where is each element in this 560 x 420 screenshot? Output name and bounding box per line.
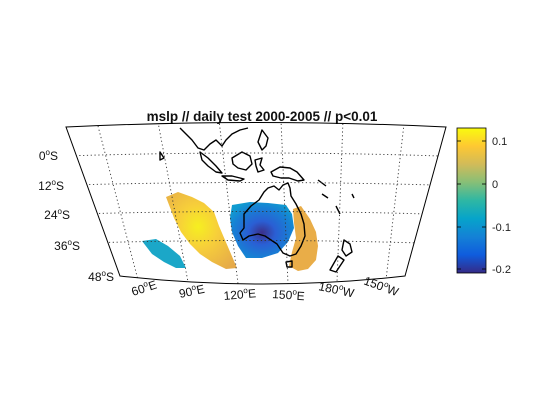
anomaly-patch-indian-ocean-positive xyxy=(166,192,237,269)
lon-label-120e: 120oE xyxy=(223,285,257,303)
coastline-sulawesi xyxy=(254,157,265,173)
lat-label-24s: 24oS xyxy=(44,207,70,222)
colorbar-tick-label: -0.2 xyxy=(492,264,511,276)
lon-label-150w: 150oW xyxy=(362,273,401,300)
colorbar-gradient xyxy=(456,127,487,274)
lat-label-0: 0oS xyxy=(39,148,58,163)
map-frame xyxy=(65,122,447,285)
coastline-java xyxy=(221,175,245,182)
meridian-180 xyxy=(336,122,344,283)
colorbar-tick-label: 0 xyxy=(492,179,498,191)
lat-label-48s: 48oS xyxy=(88,269,114,284)
lon-label-60e: 60oE xyxy=(129,277,158,299)
coastline-solomon-islands xyxy=(317,179,355,215)
lon-label-180: 180oW xyxy=(317,278,356,300)
meridian-150e xyxy=(280,122,289,284)
anomaly-patch-southwest-positive xyxy=(88,238,110,260)
colorbar-ticks: 0.1 0 -0.1 -0.2 xyxy=(457,136,511,276)
meridian-90e xyxy=(157,122,189,283)
coastline-australia xyxy=(239,182,306,257)
lat-label-12s: 12oS xyxy=(38,178,64,193)
meridian-120e xyxy=(218,122,239,284)
colorbar: 0.1 0 -0.1 -0.2 xyxy=(456,127,511,276)
lon-label-150e: 150oE xyxy=(272,286,305,303)
latitude-labels: 0oS 12oS 24oS 36oS 48oS xyxy=(38,148,114,284)
coastline-new-zealand-south xyxy=(329,255,345,273)
coastline-mascarene xyxy=(81,215,85,219)
parallel-12s xyxy=(69,182,434,186)
coastline-mainland-asia xyxy=(179,127,249,151)
longitude-labels: 60oE 90oE 120oE 150oE 180oW 150oW xyxy=(129,273,401,304)
lon-label-90e: 90oE xyxy=(178,281,206,301)
parallel-0 xyxy=(66,152,441,157)
coastline-philippines xyxy=(257,129,269,151)
coastline-borneo xyxy=(231,151,253,171)
anomaly-patch-australia-negative xyxy=(230,202,294,258)
colorbar-tick-label: 0.1 xyxy=(492,136,507,148)
lat-label-36s: 36oS xyxy=(54,238,80,253)
coastline-new-zealand-north xyxy=(341,239,353,257)
coastline-new-guinea xyxy=(270,166,305,182)
coastline-sumatra xyxy=(199,151,223,174)
meridian-150w xyxy=(385,123,405,281)
parallel-24s xyxy=(75,211,428,215)
coastline-tasmania xyxy=(285,260,293,268)
meridian-60e xyxy=(97,125,139,281)
map-area: 0oS 12oS 24oS 36oS 48oS 60oE 90oE 120oE … xyxy=(38,122,447,304)
graticule xyxy=(66,122,441,284)
colorbar-tick-label: -0.1 xyxy=(492,222,511,234)
map-title: mslp // daily test 2000-2005 // p<0.01 xyxy=(147,109,378,124)
anomaly-patch-southern-ocean-negative xyxy=(142,239,186,268)
coastline-sri-lanka xyxy=(159,151,165,161)
